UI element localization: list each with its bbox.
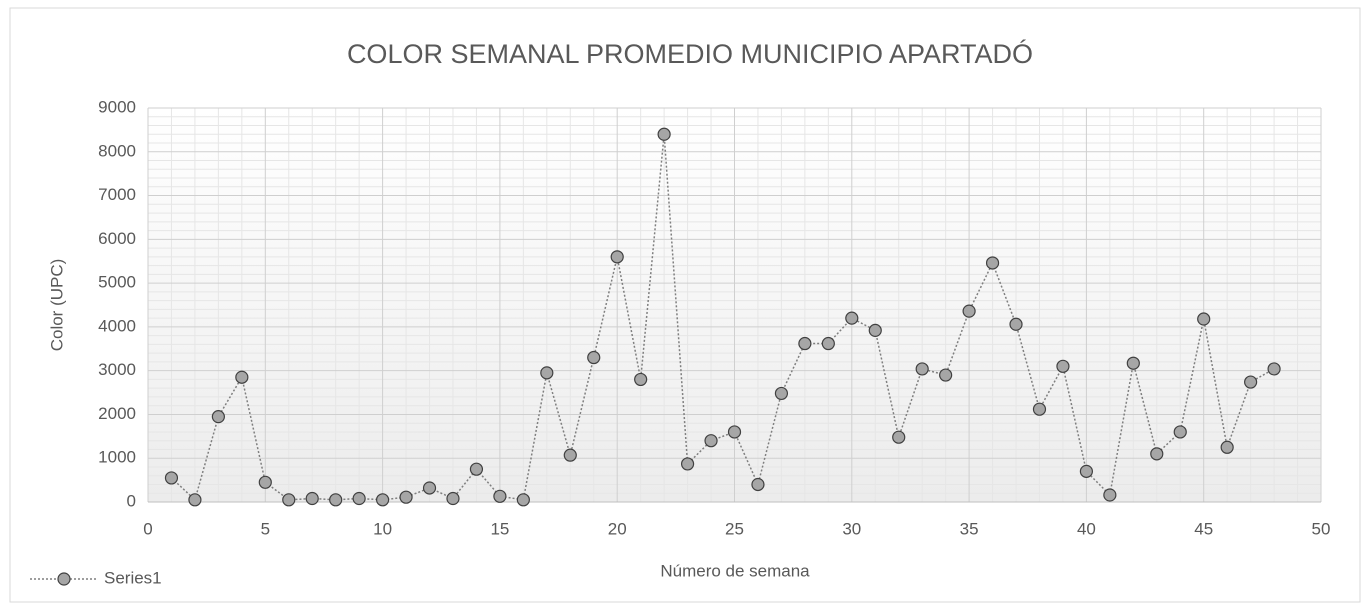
x-tick-label: 15 (490, 519, 509, 538)
x-tick-label: 20 (608, 519, 627, 538)
y-tick-label: 8000 (98, 141, 136, 160)
legend-label: Series1 (104, 568, 162, 587)
data-point (422, 481, 437, 495)
data-point (587, 350, 601, 365)
data-point (188, 493, 202, 507)
data-point (352, 491, 366, 506)
data-point (821, 336, 835, 351)
x-tick-label: 30 (842, 519, 861, 538)
data-point (1197, 312, 1211, 326)
x-axis-label: Número de semana (660, 561, 810, 580)
data-point (1220, 440, 1234, 454)
y-tick-label: 5000 (98, 273, 136, 292)
data-point (634, 372, 648, 387)
data-point (305, 491, 319, 506)
x-tick-label: 45 (1194, 519, 1213, 538)
x-tick-label: 25 (725, 519, 744, 538)
data-point (1032, 402, 1047, 416)
data-point (962, 304, 976, 318)
data-point (1103, 488, 1117, 502)
y-tick-label: 6000 (98, 229, 136, 248)
x-tick-label: 40 (1077, 519, 1096, 538)
data-point (1009, 317, 1023, 331)
y-tick-label: 7000 (98, 185, 136, 204)
series-line (170, 134, 1275, 502)
x-tick-label: 35 (960, 519, 979, 538)
data-point (235, 370, 249, 384)
data-point (211, 410, 225, 424)
x-tick-label: 5 (261, 519, 270, 538)
data-point (798, 336, 812, 351)
data-point (1173, 425, 1187, 439)
data-point (1267, 362, 1281, 376)
data-point (516, 493, 530, 507)
data-point (376, 493, 390, 507)
y-tick-label: 9000 (98, 97, 136, 116)
data-point (469, 462, 484, 476)
y-tick-label: 2000 (98, 404, 136, 423)
data-point (1056, 359, 1070, 373)
data-point (657, 127, 671, 141)
data-point (446, 491, 460, 506)
legend-marker (57, 572, 71, 586)
data-point (282, 493, 296, 507)
data-point (258, 475, 272, 489)
y-tick-label: 0 (127, 491, 136, 510)
data-point (540, 366, 554, 380)
data-point (493, 489, 507, 503)
data-point (774, 386, 789, 401)
y-tick-label: 1000 (98, 448, 136, 467)
data-point (1244, 375, 1258, 389)
data-point (751, 477, 765, 492)
data-point (1126, 356, 1140, 370)
data-point (915, 362, 929, 376)
data-point (868, 323, 882, 337)
data-point (985, 256, 1000, 270)
data-point (845, 311, 859, 325)
data-point (1150, 447, 1164, 461)
x-tick-label: 0 (143, 519, 152, 538)
x-tick-label: 50 (1312, 519, 1331, 538)
data-point (610, 250, 624, 264)
data-point (1079, 464, 1094, 478)
data-point (329, 493, 343, 507)
y-tick-label: 4000 (98, 316, 136, 335)
x-tick-label: 10 (373, 519, 392, 538)
data-point (704, 434, 718, 448)
data-point (727, 425, 742, 439)
data-point (680, 457, 695, 471)
data-point (563, 448, 577, 462)
data-point (892, 430, 906, 444)
y-axis-label: Color (UPC) (47, 259, 66, 352)
data-point (399, 490, 413, 504)
chart-title: COLOR SEMANAL PROMEDIO MUNICIPIO APARTAD… (347, 38, 1033, 69)
data-point (939, 368, 953, 382)
data-point (164, 471, 179, 485)
y-tick-label: 3000 (98, 360, 136, 379)
